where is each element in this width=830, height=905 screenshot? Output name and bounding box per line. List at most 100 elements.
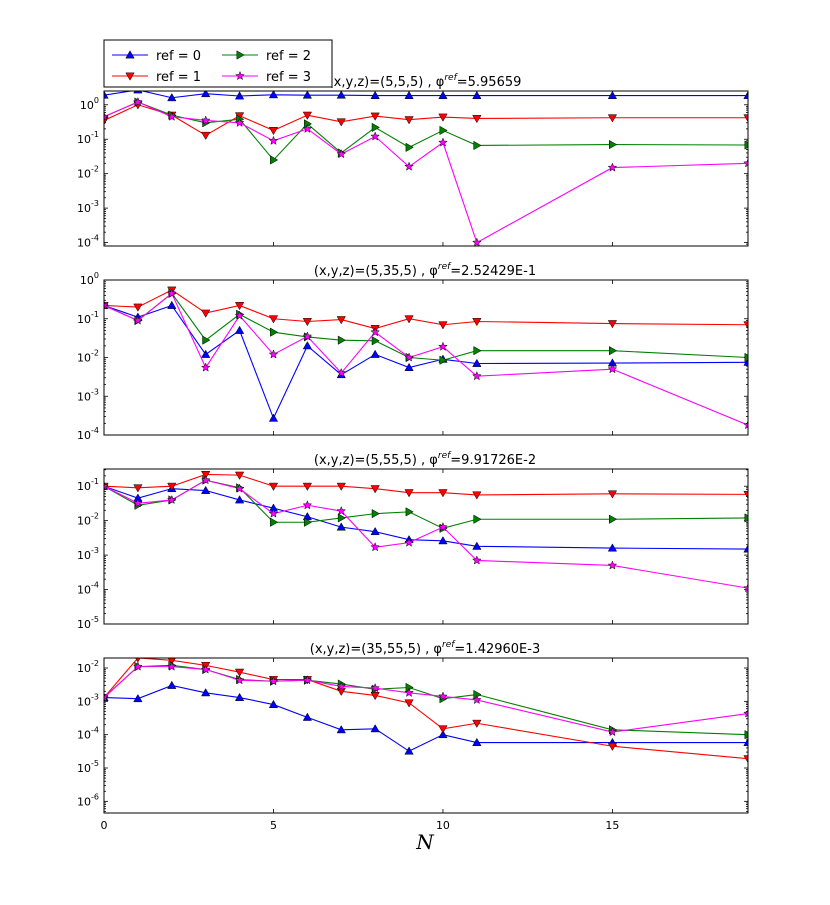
data-point <box>438 729 448 739</box>
panel-4: (x,y,z)=(35,55,5) , φref=1.42960E-3 10-6 1… <box>77 640 749 832</box>
data-point <box>167 482 177 491</box>
data-point <box>268 127 279 136</box>
data-point <box>744 352 748 363</box>
data-point <box>404 699 414 708</box>
y-tick-label: 10-4 <box>77 581 99 597</box>
panel-title-sup: ref <box>438 451 452 461</box>
series-group <box>104 286 748 430</box>
data-point <box>302 331 313 341</box>
data-point <box>609 346 618 356</box>
data-point <box>370 692 380 701</box>
panel-title-prefix: (x,y,z)=(35,55,5) , φ <box>310 642 442 657</box>
data-point <box>473 514 482 524</box>
data-point <box>234 302 245 311</box>
data-point <box>234 692 245 701</box>
data-point <box>302 482 312 491</box>
y-tick-label: 10-4 <box>77 726 99 742</box>
data-point <box>337 513 346 523</box>
data-point <box>404 116 414 125</box>
data-point <box>607 114 618 123</box>
data-point <box>234 471 245 480</box>
data-point <box>268 413 279 422</box>
data-point <box>404 687 414 697</box>
panel-title-suffix: =5.95659 <box>457 75 522 90</box>
series-line <box>104 289 748 330</box>
data-point <box>438 725 448 734</box>
data-point <box>472 115 482 124</box>
data-point <box>472 541 482 550</box>
y-tick-label: 10-3 <box>77 546 99 562</box>
axes-frame <box>103 468 749 625</box>
data-point <box>201 688 211 697</box>
panel-title-sup: ref <box>442 640 456 650</box>
data-point <box>268 482 279 491</box>
data-point <box>607 560 618 570</box>
data-point <box>743 737 748 746</box>
data-point <box>607 742 618 751</box>
y-tick-label: 10-2 <box>77 349 99 365</box>
panel-title: (x,y,z)=(35,55,5) , φref=1.42960E-3 <box>310 640 540 657</box>
y-tick-label: 10-1 <box>77 310 99 326</box>
y-tick-label: 100 <box>80 271 99 287</box>
data-point <box>370 349 380 358</box>
series-line <box>104 292 748 361</box>
panel-title-sup: ref <box>438 262 452 272</box>
x-tick-label: 15 <box>605 819 619 832</box>
y-tick-label: 10-1 <box>77 477 99 493</box>
panel-3: (x,y,z)=(5,55,5) , φref=9.91726E-2 10-5 10… <box>77 451 749 631</box>
legend-marker <box>125 72 135 81</box>
data-point <box>166 111 177 121</box>
legend-marker <box>125 50 135 59</box>
data-point <box>200 475 211 485</box>
panel-title-prefix: (x,y,z)=(5,35,5) , φ <box>314 264 438 279</box>
data-point <box>104 692 109 702</box>
data-point <box>438 113 448 122</box>
data-point <box>473 346 482 356</box>
data-point <box>336 681 347 691</box>
data-point <box>268 135 279 145</box>
data-point <box>336 505 347 516</box>
legend-label: ref = 3 <box>266 70 311 85</box>
data-point <box>200 362 211 372</box>
data-point <box>166 661 177 671</box>
data-point <box>438 321 448 330</box>
data-point <box>167 300 177 309</box>
data-point <box>472 318 482 327</box>
x-tick-label: 5 <box>270 819 277 832</box>
data-point <box>234 668 245 677</box>
panel-title-sup: ref <box>444 73 458 83</box>
data-point <box>743 158 748 168</box>
series-line <box>104 479 748 529</box>
data-point <box>303 517 313 527</box>
x-tick-label: 10 <box>436 819 450 832</box>
series-line <box>104 473 748 496</box>
data-point <box>370 112 380 121</box>
data-point <box>302 318 312 327</box>
data-point <box>607 490 618 499</box>
data-point <box>302 712 312 721</box>
data-point <box>743 544 748 553</box>
data-point <box>370 485 380 494</box>
axes-frame <box>103 657 749 814</box>
data-point <box>607 162 618 172</box>
data-point <box>609 139 618 150</box>
series-group <box>104 471 748 593</box>
y-tick-label: 10-2 <box>77 659 99 675</box>
data-point <box>404 91 414 99</box>
data-point <box>371 122 380 133</box>
data-point <box>743 357 748 366</box>
data-point <box>133 315 143 325</box>
chart-legend: ref = 0 ref = 1 ref = 2 ref = 3 <box>103 39 333 88</box>
data-point <box>471 694 482 705</box>
data-point <box>133 91 143 94</box>
data-point <box>404 315 414 324</box>
data-point <box>302 91 312 99</box>
y-tick-label: 10-4 <box>77 426 99 442</box>
data-point <box>234 117 245 127</box>
data-point <box>201 471 211 480</box>
data-point <box>270 155 279 165</box>
data-point <box>743 708 748 718</box>
data-point <box>201 91 211 98</box>
data-point <box>133 693 143 703</box>
data-point <box>607 364 618 374</box>
